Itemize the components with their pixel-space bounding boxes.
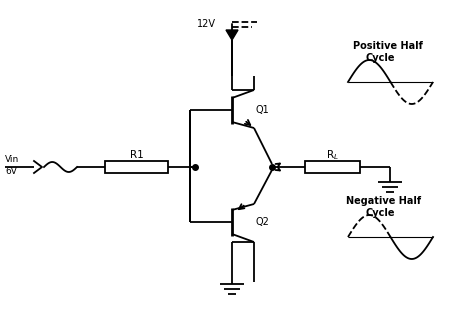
Text: Q1: Q1 xyxy=(256,105,270,115)
Text: 12V: 12V xyxy=(197,19,216,29)
Polygon shape xyxy=(226,30,238,40)
Text: Vin: Vin xyxy=(5,155,19,164)
Text: R$_L$: R$_L$ xyxy=(326,148,339,162)
Text: Positive Half: Positive Half xyxy=(353,41,423,51)
Text: 6V: 6V xyxy=(5,168,17,177)
Text: Q2: Q2 xyxy=(256,217,270,227)
Text: Negative Half: Negative Half xyxy=(346,196,421,206)
FancyBboxPatch shape xyxy=(105,161,168,173)
Text: Cycle: Cycle xyxy=(366,53,395,63)
Text: Cycle: Cycle xyxy=(366,208,395,218)
FancyBboxPatch shape xyxy=(305,161,360,173)
Text: R1: R1 xyxy=(129,150,143,160)
